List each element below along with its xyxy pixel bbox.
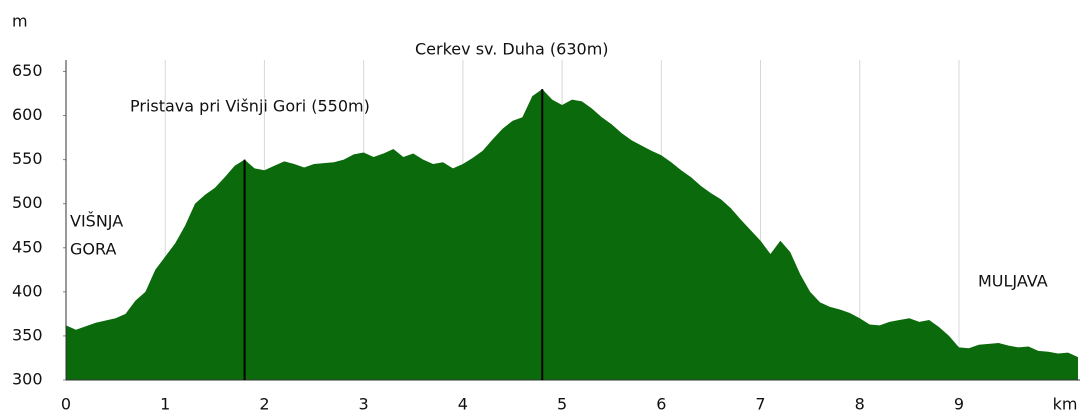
x-axis-label: km — [1053, 395, 1078, 414]
place-label: MULJAVA — [978, 272, 1048, 291]
x-tick-label: 9 — [954, 395, 964, 414]
y-tick-label: 500 — [12, 193, 43, 212]
x-tick-label: 4 — [458, 395, 468, 414]
x-tick-label: 3 — [359, 395, 369, 414]
x-tick-label: 7 — [755, 395, 765, 414]
x-tick-label: 1 — [160, 395, 170, 414]
elevation-area — [66, 89, 1079, 380]
place-label: GORA — [70, 240, 116, 259]
y-axis-label: m — [12, 12, 28, 31]
annotation-label: Cerkev sv. Duha (630m) — [415, 40, 609, 59]
y-tick-label: 300 — [12, 370, 43, 389]
y-tick-label: 650 — [12, 61, 43, 80]
x-tick-label: 8 — [855, 395, 865, 414]
x-tick-label: 0 — [61, 395, 71, 414]
x-tick-label: 5 — [557, 395, 567, 414]
y-tick-label: 350 — [12, 325, 43, 344]
y-tick-label: 400 — [12, 281, 43, 300]
y-tick-label: 450 — [12, 237, 43, 256]
y-tick-label: 550 — [12, 149, 43, 168]
x-tick-label: 2 — [259, 395, 269, 414]
y-tick-label: 600 — [12, 105, 43, 124]
x-tick-label: 6 — [656, 395, 666, 414]
place-label: VIŠNJA — [70, 212, 123, 231]
annotation-label: Pristava pri Višnji Gori (550m) — [130, 97, 370, 116]
